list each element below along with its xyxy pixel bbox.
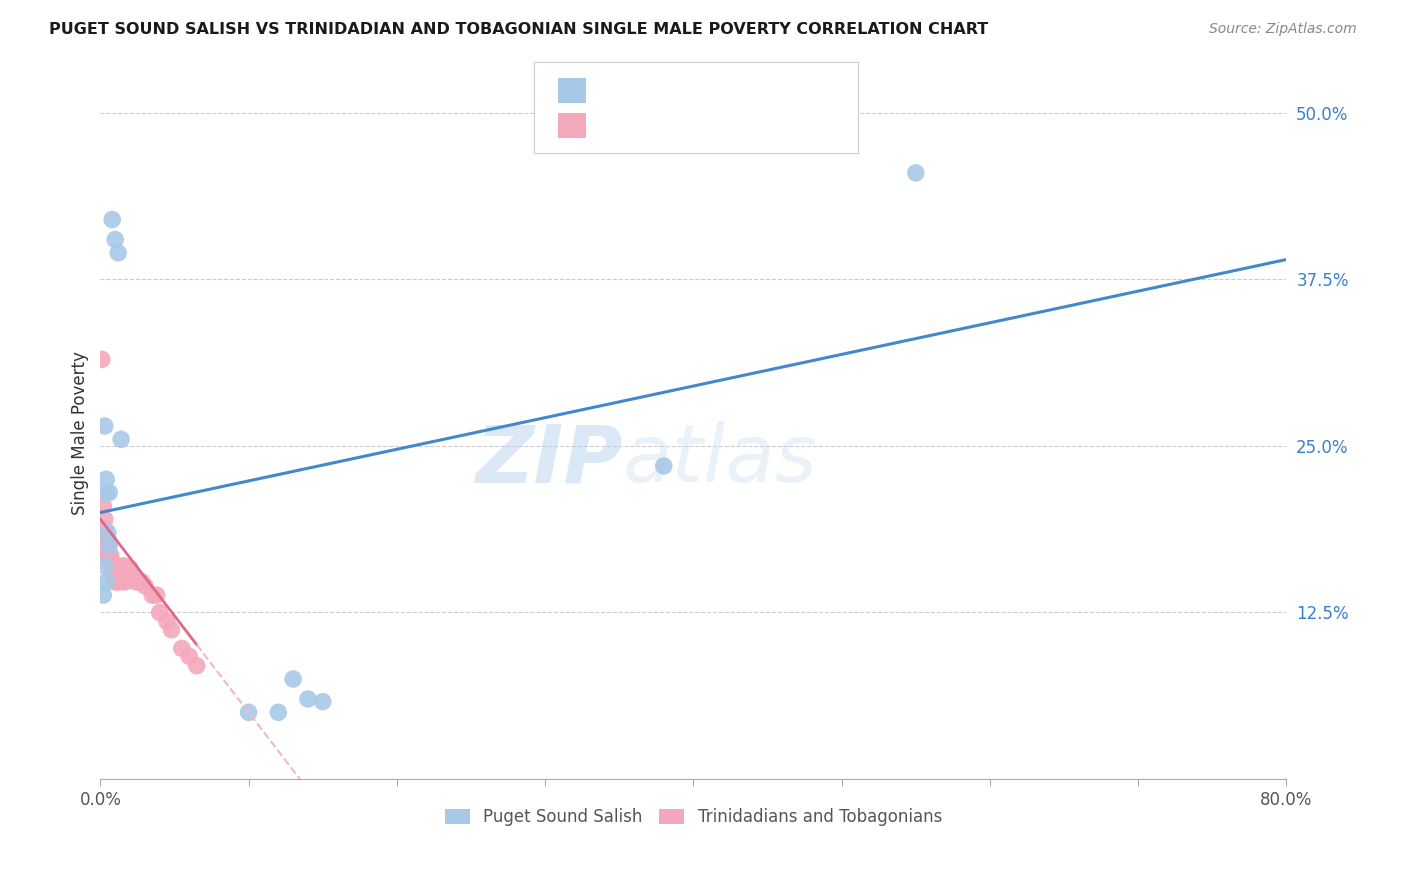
- Point: [90, 352, 112, 367]
- Point: [96, 539, 118, 553]
- Point: [108, 566, 131, 580]
- Text: R =: R =: [595, 81, 631, 99]
- Point: [125, 574, 148, 589]
- Point: [96, 485, 118, 500]
- Point: [111, 569, 134, 583]
- Point: [104, 569, 127, 583]
- Point: [101, 212, 124, 227]
- Point: [104, 574, 127, 589]
- Point: [94, 419, 117, 434]
- Text: 0.348: 0.348: [633, 81, 690, 99]
- Point: [170, 641, 193, 656]
- Point: [112, 558, 135, 573]
- Point: [100, 548, 122, 562]
- Text: N =: N =: [697, 117, 734, 135]
- Point: [97, 532, 120, 546]
- Point: [98, 552, 121, 566]
- Point: [110, 432, 132, 446]
- Point: [115, 569, 138, 583]
- Point: [134, 579, 156, 593]
- Point: [104, 233, 127, 247]
- Point: [145, 588, 167, 602]
- Text: 41: 41: [735, 117, 761, 135]
- Point: [94, 558, 117, 573]
- Point: [122, 569, 145, 583]
- Point: [312, 695, 335, 709]
- Text: Source: ZipAtlas.com: Source: ZipAtlas.com: [1209, 22, 1357, 37]
- Point: [103, 558, 125, 573]
- Point: [118, 561, 141, 575]
- Point: [107, 558, 129, 573]
- Point: [128, 574, 150, 589]
- Point: [91, 499, 114, 513]
- Point: [91, 588, 114, 602]
- Point: [141, 588, 163, 602]
- Point: [96, 529, 118, 543]
- Point: [160, 623, 183, 637]
- Point: [101, 558, 124, 573]
- Point: [114, 574, 136, 589]
- Point: [96, 574, 118, 589]
- Point: [281, 672, 304, 686]
- Y-axis label: Single Male Poverty: Single Male Poverty: [72, 351, 89, 515]
- Point: [904, 166, 927, 180]
- Point: [107, 245, 129, 260]
- Point: [97, 525, 120, 540]
- Point: [131, 574, 153, 589]
- Text: ZIP: ZIP: [475, 421, 623, 500]
- Point: [652, 458, 675, 473]
- Point: [96, 472, 118, 486]
- Text: -0.185: -0.185: [626, 117, 690, 135]
- Point: [186, 658, 208, 673]
- Text: atlas: atlas: [623, 421, 817, 500]
- Point: [100, 556, 122, 570]
- Point: [94, 522, 117, 536]
- Point: [156, 615, 179, 629]
- Point: [267, 706, 290, 720]
- Text: R =: R =: [595, 117, 631, 135]
- Point: [103, 569, 125, 583]
- Legend: Puget Sound Salish, Trinidadians and Tobagonians: Puget Sound Salish, Trinidadians and Tob…: [439, 802, 949, 833]
- Text: N =: N =: [697, 81, 734, 99]
- Point: [104, 561, 127, 575]
- Point: [149, 606, 172, 620]
- Point: [97, 539, 120, 553]
- Point: [179, 649, 201, 664]
- Point: [110, 574, 132, 589]
- Text: 20: 20: [735, 81, 761, 99]
- Point: [98, 485, 121, 500]
- Point: [98, 539, 121, 553]
- Point: [297, 692, 319, 706]
- Text: PUGET SOUND SALISH VS TRINIDADIAN AND TOBAGONIAN SINGLE MALE POVERTY CORRELATION: PUGET SOUND SALISH VS TRINIDADIAN AND TO…: [49, 22, 988, 37]
- Point: [97, 548, 120, 562]
- Point: [101, 566, 124, 580]
- Point: [238, 706, 260, 720]
- Point: [105, 574, 128, 589]
- Point: [94, 512, 117, 526]
